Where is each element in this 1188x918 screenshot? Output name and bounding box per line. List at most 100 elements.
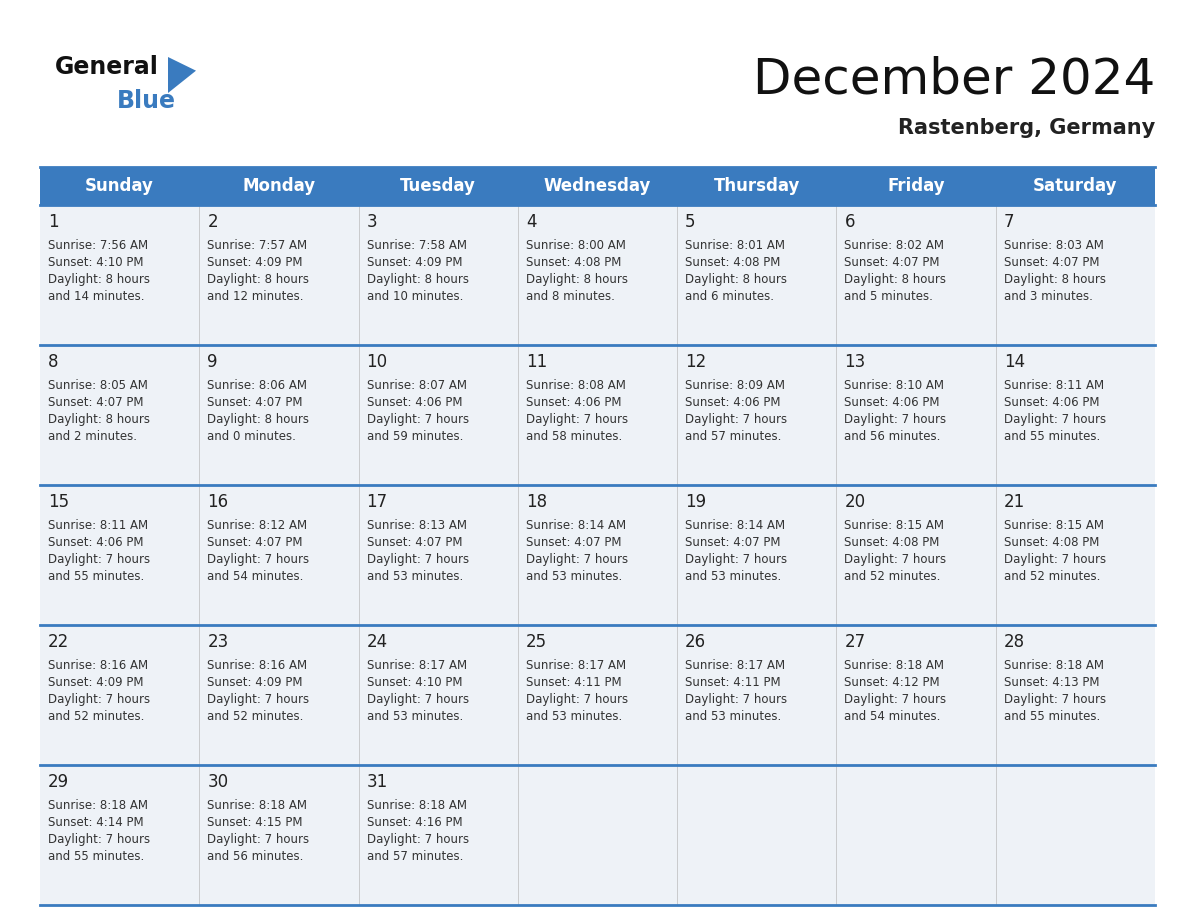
Text: Sunrise: 8:08 AM: Sunrise: 8:08 AM bbox=[526, 379, 626, 392]
Text: and 12 minutes.: and 12 minutes. bbox=[207, 290, 304, 303]
Text: 3: 3 bbox=[367, 213, 378, 231]
Text: Sunset: 4:10 PM: Sunset: 4:10 PM bbox=[48, 256, 144, 269]
Bar bbox=[40, 485, 1155, 625]
Text: 27: 27 bbox=[845, 633, 866, 651]
Text: and 53 minutes.: and 53 minutes. bbox=[526, 570, 623, 583]
Text: Sunset: 4:09 PM: Sunset: 4:09 PM bbox=[48, 676, 144, 689]
Text: Daylight: 7 hours: Daylight: 7 hours bbox=[685, 553, 788, 566]
Text: Daylight: 7 hours: Daylight: 7 hours bbox=[367, 413, 469, 426]
Text: Daylight: 8 hours: Daylight: 8 hours bbox=[48, 273, 150, 286]
Text: Sunset: 4:09 PM: Sunset: 4:09 PM bbox=[207, 256, 303, 269]
Text: Sunset: 4:06 PM: Sunset: 4:06 PM bbox=[685, 396, 781, 409]
Text: Sunset: 4:16 PM: Sunset: 4:16 PM bbox=[367, 816, 462, 829]
Text: Sunrise: 8:00 AM: Sunrise: 8:00 AM bbox=[526, 239, 626, 252]
Text: Sunrise: 8:01 AM: Sunrise: 8:01 AM bbox=[685, 239, 785, 252]
Text: 6: 6 bbox=[845, 213, 855, 231]
Text: Sunrise: 8:17 AM: Sunrise: 8:17 AM bbox=[367, 659, 467, 672]
Text: Daylight: 8 hours: Daylight: 8 hours bbox=[526, 273, 627, 286]
Bar bbox=[40, 345, 1155, 485]
Text: Sunrise: 8:05 AM: Sunrise: 8:05 AM bbox=[48, 379, 147, 392]
Text: Sunset: 4:07 PM: Sunset: 4:07 PM bbox=[845, 256, 940, 269]
Text: 14: 14 bbox=[1004, 353, 1025, 371]
Text: Sunset: 4:10 PM: Sunset: 4:10 PM bbox=[367, 676, 462, 689]
Text: Sunrise: 8:16 AM: Sunrise: 8:16 AM bbox=[48, 659, 148, 672]
Text: Sunset: 4:06 PM: Sunset: 4:06 PM bbox=[1004, 396, 1099, 409]
Text: Sunrise: 8:18 AM: Sunrise: 8:18 AM bbox=[207, 799, 308, 812]
Text: December 2024: December 2024 bbox=[753, 56, 1155, 104]
Text: 12: 12 bbox=[685, 353, 707, 371]
Text: Sunset: 4:06 PM: Sunset: 4:06 PM bbox=[367, 396, 462, 409]
Text: and 57 minutes.: and 57 minutes. bbox=[685, 430, 782, 443]
Text: Sunset: 4:08 PM: Sunset: 4:08 PM bbox=[1004, 536, 1099, 549]
Text: Sunset: 4:08 PM: Sunset: 4:08 PM bbox=[526, 256, 621, 269]
Text: Sunset: 4:07 PM: Sunset: 4:07 PM bbox=[207, 396, 303, 409]
Text: 2: 2 bbox=[207, 213, 217, 231]
Text: Sunrise: 8:14 AM: Sunrise: 8:14 AM bbox=[685, 519, 785, 532]
Text: Sunrise: 8:14 AM: Sunrise: 8:14 AM bbox=[526, 519, 626, 532]
Bar bbox=[40, 205, 1155, 345]
Text: 8: 8 bbox=[48, 353, 58, 371]
Text: Sunset: 4:08 PM: Sunset: 4:08 PM bbox=[845, 536, 940, 549]
Text: Thursday: Thursday bbox=[714, 177, 800, 195]
Text: Sunrise: 8:13 AM: Sunrise: 8:13 AM bbox=[367, 519, 467, 532]
Text: 23: 23 bbox=[207, 633, 228, 651]
Text: Sunrise: 8:17 AM: Sunrise: 8:17 AM bbox=[685, 659, 785, 672]
Text: and 52 minutes.: and 52 minutes. bbox=[207, 710, 304, 723]
Text: Daylight: 7 hours: Daylight: 7 hours bbox=[845, 413, 947, 426]
Text: Daylight: 7 hours: Daylight: 7 hours bbox=[845, 553, 947, 566]
Bar bbox=[40, 765, 1155, 905]
Text: Friday: Friday bbox=[887, 177, 944, 195]
Text: Daylight: 8 hours: Daylight: 8 hours bbox=[845, 273, 947, 286]
Text: and 53 minutes.: and 53 minutes. bbox=[367, 570, 463, 583]
Text: Sunrise: 8:18 AM: Sunrise: 8:18 AM bbox=[845, 659, 944, 672]
Text: and 54 minutes.: and 54 minutes. bbox=[207, 570, 304, 583]
Text: 1: 1 bbox=[48, 213, 58, 231]
Text: and 10 minutes.: and 10 minutes. bbox=[367, 290, 463, 303]
Text: 30: 30 bbox=[207, 773, 228, 791]
Text: and 55 minutes.: and 55 minutes. bbox=[48, 570, 144, 583]
Text: Sunrise: 8:18 AM: Sunrise: 8:18 AM bbox=[367, 799, 467, 812]
Text: Sunrise: 8:17 AM: Sunrise: 8:17 AM bbox=[526, 659, 626, 672]
Text: Sunrise: 8:06 AM: Sunrise: 8:06 AM bbox=[207, 379, 308, 392]
Text: Daylight: 7 hours: Daylight: 7 hours bbox=[207, 553, 309, 566]
Text: Sunset: 4:11 PM: Sunset: 4:11 PM bbox=[526, 676, 621, 689]
Text: Sunrise: 8:07 AM: Sunrise: 8:07 AM bbox=[367, 379, 467, 392]
Text: 20: 20 bbox=[845, 493, 866, 511]
Text: Sunrise: 7:56 AM: Sunrise: 7:56 AM bbox=[48, 239, 148, 252]
Text: 7: 7 bbox=[1004, 213, 1015, 231]
Text: Sunset: 4:07 PM: Sunset: 4:07 PM bbox=[207, 536, 303, 549]
Text: and 3 minutes.: and 3 minutes. bbox=[1004, 290, 1093, 303]
Text: 10: 10 bbox=[367, 353, 387, 371]
Text: 11: 11 bbox=[526, 353, 548, 371]
Text: Daylight: 7 hours: Daylight: 7 hours bbox=[207, 833, 309, 846]
Text: and 2 minutes.: and 2 minutes. bbox=[48, 430, 137, 443]
Text: Sunrise: 8:02 AM: Sunrise: 8:02 AM bbox=[845, 239, 944, 252]
Text: and 53 minutes.: and 53 minutes. bbox=[685, 710, 782, 723]
Text: Sunrise: 8:11 AM: Sunrise: 8:11 AM bbox=[48, 519, 148, 532]
Text: 18: 18 bbox=[526, 493, 546, 511]
Text: Daylight: 8 hours: Daylight: 8 hours bbox=[207, 273, 309, 286]
Text: and 54 minutes.: and 54 minutes. bbox=[845, 710, 941, 723]
Polygon shape bbox=[168, 57, 196, 93]
Text: 26: 26 bbox=[685, 633, 707, 651]
Text: and 53 minutes.: and 53 minutes. bbox=[685, 570, 782, 583]
Text: 15: 15 bbox=[48, 493, 69, 511]
Text: Sunset: 4:07 PM: Sunset: 4:07 PM bbox=[48, 396, 144, 409]
Text: Sunrise: 7:57 AM: Sunrise: 7:57 AM bbox=[207, 239, 308, 252]
Text: Daylight: 8 hours: Daylight: 8 hours bbox=[685, 273, 788, 286]
Text: and 59 minutes.: and 59 minutes. bbox=[367, 430, 463, 443]
Text: Sunrise: 8:16 AM: Sunrise: 8:16 AM bbox=[207, 659, 308, 672]
Text: Sunrise: 7:58 AM: Sunrise: 7:58 AM bbox=[367, 239, 467, 252]
Bar bbox=[40, 167, 1155, 205]
Text: and 55 minutes.: and 55 minutes. bbox=[1004, 710, 1100, 723]
Text: 28: 28 bbox=[1004, 633, 1025, 651]
Text: and 8 minutes.: and 8 minutes. bbox=[526, 290, 614, 303]
Text: Daylight: 7 hours: Daylight: 7 hours bbox=[48, 833, 150, 846]
Text: Daylight: 7 hours: Daylight: 7 hours bbox=[845, 693, 947, 706]
Text: Sunset: 4:06 PM: Sunset: 4:06 PM bbox=[526, 396, 621, 409]
Text: General: General bbox=[55, 55, 159, 79]
Bar bbox=[40, 625, 1155, 765]
Text: Daylight: 7 hours: Daylight: 7 hours bbox=[367, 833, 469, 846]
Text: Daylight: 7 hours: Daylight: 7 hours bbox=[1004, 413, 1106, 426]
Text: Sunset: 4:15 PM: Sunset: 4:15 PM bbox=[207, 816, 303, 829]
